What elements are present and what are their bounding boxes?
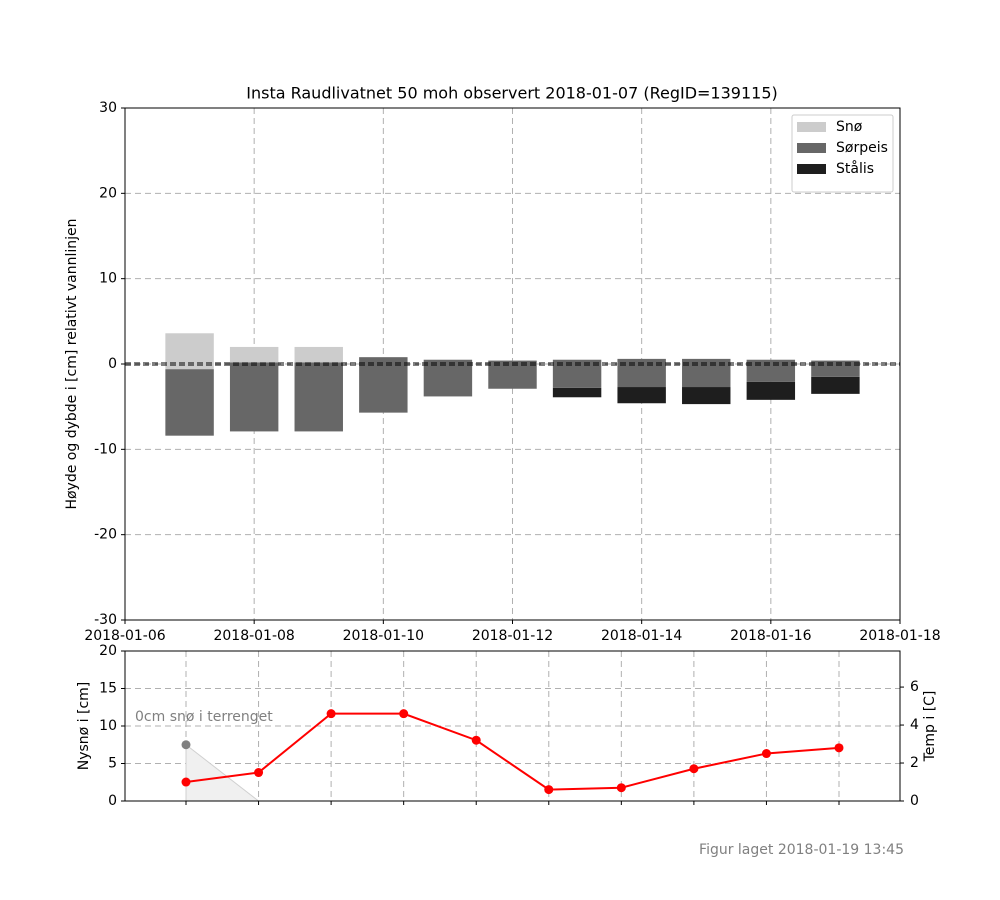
plot-frame (124, 107, 901, 621)
legend-swatch (797, 122, 826, 132)
bar-segment (229, 346, 279, 363)
y-tick-label: 20 (99, 185, 117, 201)
legend-label: Stålis (836, 160, 874, 177)
y2-tick-label: 0 (910, 793, 919, 809)
point (254, 768, 264, 778)
x-tick-label: 2018-01-18 (859, 628, 940, 644)
bar-segment (165, 333, 214, 370)
legend-label: Sørpeis (836, 140, 888, 156)
annotation: 0cm snø i terrenget (135, 709, 273, 725)
bar-segment (682, 358, 731, 388)
point (761, 749, 771, 759)
bar-segment (552, 387, 602, 398)
y-tick-label: -30 (94, 612, 117, 628)
bar-segment (811, 376, 860, 394)
legend-label: Snø (836, 119, 863, 135)
bar-segment (359, 357, 408, 413)
y-axis-label: Nysnø i [cm] (76, 682, 92, 771)
footer: Figur laget 2018-01-19 13:45 (699, 842, 904, 858)
y-tick-label: 30 (99, 100, 117, 116)
legend-swatch (797, 143, 826, 153)
y2-tick-label: 6 (910, 679, 919, 695)
point (326, 709, 336, 719)
y-tick-label: 0 (108, 793, 117, 809)
y-tick-label: 5 (108, 756, 117, 772)
y-tick-label: 0 (108, 356, 117, 372)
y-tick-label: -10 (94, 441, 117, 457)
x-tick-label: 2018-01-08 (213, 628, 294, 644)
point (616, 783, 626, 793)
y2-axis-label: Temp i [C] (922, 691, 938, 763)
x-tick-label: 2018-01-10 (343, 628, 424, 644)
bar-segment (423, 359, 473, 397)
point (181, 740, 191, 750)
point (399, 709, 409, 719)
bar-segment (552, 359, 602, 388)
plot-frame (124, 650, 901, 802)
bar-segment (229, 362, 279, 432)
y2-tick-label: 2 (910, 755, 919, 771)
bar-segment (746, 381, 796, 400)
x-tick-label: 2018-01-12 (472, 628, 553, 644)
line (185, 712, 840, 791)
point (834, 743, 844, 753)
y-tick-label: 20 (99, 643, 117, 659)
bar-segment (617, 358, 666, 388)
bar-segment (682, 387, 731, 405)
chart-title: Insta Raudlivatnet 50 moh observert 2018… (246, 84, 777, 103)
point (689, 764, 699, 774)
x-tick-label: 2018-01-06 (84, 628, 165, 644)
bar-segment (165, 369, 214, 436)
y-axis-label: Høyde og dybde i [cm] relativt vannlinje… (64, 218, 80, 509)
point (181, 777, 191, 787)
y-tick-label: 10 (99, 718, 117, 734)
x-tick-label: 2018-01-16 (730, 628, 811, 644)
y-tick-label: -20 (94, 527, 117, 543)
x-tick-label: 2018-01-14 (601, 628, 682, 644)
legend-swatch (797, 164, 826, 174)
y-tick-label: 10 (99, 271, 117, 287)
y-tick-label: 15 (99, 681, 117, 697)
bar-segment (294, 346, 343, 363)
point (544, 785, 554, 795)
bar-segment (294, 362, 343, 432)
bar-segment (617, 387, 666, 404)
point (471, 735, 481, 745)
y2-tick-label: 4 (910, 717, 919, 733)
